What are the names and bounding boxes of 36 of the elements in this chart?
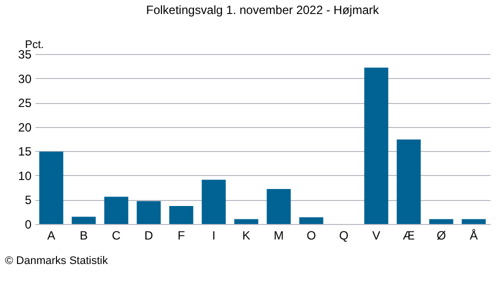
bar <box>266 189 291 224</box>
bar <box>39 152 64 224</box>
x-tick-label: M <box>274 228 284 242</box>
x-tick-label: C <box>112 228 121 242</box>
bar <box>429 219 454 224</box>
x-tick-label: V <box>372 228 380 242</box>
y-tick-label: 30 <box>18 72 32 86</box>
chart-title: Folketingsvalg 1. november 2022 - Højmark <box>146 3 380 17</box>
y-tick-label: 25 <box>18 96 32 110</box>
bar <box>169 206 194 224</box>
text: © Danmarks Statistik <box>5 255 108 267</box>
y-tick-label: 10 <box>18 168 32 183</box>
y-tick-label: 0 <box>24 218 32 232</box>
x-tick-label: K <box>242 228 250 242</box>
x-tick-label: O <box>306 228 316 242</box>
bar <box>72 216 96 224</box>
x-tick-label: Ø <box>436 228 446 242</box>
y-tick-label: 15 <box>18 144 32 159</box>
bar <box>462 219 486 224</box>
bar <box>136 201 161 224</box>
x-tick-label: A <box>47 228 56 242</box>
x-tick-label: F <box>178 228 185 242</box>
y-tick-label: 20 <box>18 120 32 134</box>
bar <box>234 219 258 224</box>
x-tick-label: Å <box>470 228 478 242</box>
x-tick-label: Q <box>339 228 348 242</box>
bar <box>104 196 128 224</box>
x-tick-label: D <box>144 228 154 242</box>
x-tick-label: B <box>80 228 88 242</box>
bar <box>396 139 421 224</box>
x-tick-label: I <box>212 228 216 242</box>
bar <box>202 180 226 224</box>
x-tick-label: Æ <box>402 228 415 242</box>
y-tick-label: 5 <box>24 193 32 208</box>
bar <box>364 68 388 224</box>
bar <box>299 217 324 224</box>
